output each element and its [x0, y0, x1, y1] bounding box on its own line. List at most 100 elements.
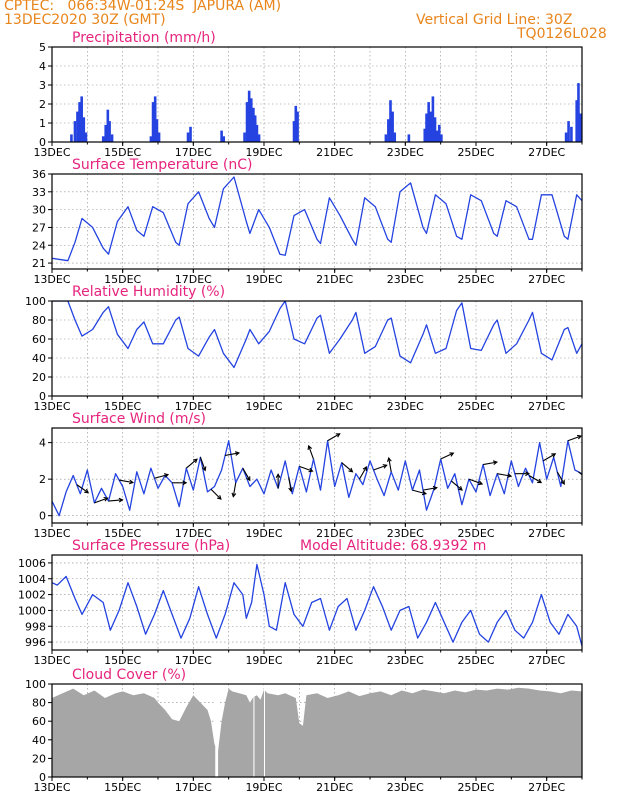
wind-arrow-head — [492, 460, 498, 466]
series-line — [52, 176, 582, 262]
x-tick-label: 19DEC — [245, 400, 282, 413]
wind-arrow-head — [576, 434, 582, 440]
precip-bar — [78, 102, 81, 142]
precip-bar — [567, 121, 570, 142]
precip-bar — [427, 102, 430, 142]
precip-bar — [429, 111, 433, 142]
y-tick-label: 1 — [39, 117, 46, 130]
y-tick-label: 998 — [25, 620, 46, 633]
wind-arrow-head — [103, 496, 109, 502]
x-tick-label: 27DEC — [528, 273, 565, 286]
wind-arrow — [154, 474, 169, 479]
precip-bar — [577, 83, 580, 142]
wind-arrow-head — [525, 471, 531, 477]
y-tick-label: 33 — [32, 186, 46, 199]
precip-bar — [82, 117, 86, 142]
panel-title: Precipitation (mm/h) — [72, 30, 216, 46]
wind-arrow-head — [231, 492, 237, 498]
x-tick-label: 21DEC — [316, 400, 353, 413]
x-tick-label: 23DEC — [387, 273, 424, 286]
precip-bar — [104, 124, 108, 142]
precip-bar — [423, 128, 427, 142]
wind-arrow-head — [585, 477, 589, 481]
wind-arrow — [327, 433, 340, 442]
y-tick-label: 100 — [25, 678, 46, 691]
precip-bar — [431, 96, 435, 142]
y-tick-label: 40 — [32, 734, 46, 747]
precip-bar — [101, 136, 105, 142]
precip-bar — [425, 113, 428, 142]
x-tick-label: 25DEC — [457, 654, 494, 667]
grid-lines — [51, 428, 583, 523]
x-tick-label: 19DEC — [245, 781, 282, 794]
y-tick-label: 0 — [39, 390, 46, 403]
precip-bar — [393, 132, 397, 142]
precip-bar — [70, 134, 73, 142]
wind-arrow-head — [507, 473, 513, 478]
series-line — [52, 440, 582, 517]
x-tick-label: 19DEC — [245, 654, 282, 667]
wind-arrow-head — [362, 466, 367, 472]
y-tick-label: 80 — [32, 314, 46, 327]
x-tick-label: 15DEC — [104, 781, 141, 794]
precip-bar — [80, 96, 83, 142]
y-tick-label: 24 — [32, 239, 46, 252]
precip-bar — [84, 132, 88, 142]
x-tick-label: 13DEC — [33, 146, 70, 159]
cloud-cover-area — [52, 687, 582, 777]
panel-frame — [51, 683, 583, 778]
y-tick-label: 60 — [32, 333, 46, 346]
wind-arrow-head — [288, 487, 293, 493]
precip-bar — [252, 107, 255, 142]
x-tick-label: 19DEC — [245, 273, 282, 286]
x-tick-label: 13DEC — [33, 654, 70, 667]
panel-pressure: 996 998 1000 1002 1004 1006 13DEC 15DEC 17DEC 19D… — [18, 538, 583, 667]
x-tick-label: 25DEC — [457, 781, 494, 794]
wind-arrow — [578, 471, 582, 476]
precip-bar — [222, 136, 226, 142]
wind-arrow — [450, 480, 463, 491]
precip-bar — [433, 117, 437, 142]
precip-bar — [391, 111, 394, 142]
wind-arrow — [108, 499, 123, 502]
wind-arrow — [497, 473, 512, 477]
precip-bar — [157, 132, 161, 142]
wind-arrow-head — [382, 464, 388, 469]
wind-arrow-head — [246, 476, 251, 482]
panel-frame — [51, 300, 583, 397]
grid-lines — [51, 555, 583, 650]
x-tick-label: 25DEC — [457, 400, 494, 413]
x-tick-label: 15DEC — [104, 654, 141, 667]
panel-frame — [51, 46, 583, 143]
precip-bar — [106, 109, 110, 142]
y-tick-label: 60 — [32, 715, 46, 728]
precip-bar — [253, 115, 257, 142]
x-tick-label: 13DEC — [33, 527, 70, 540]
x-tick-label: 19DEC — [245, 146, 282, 159]
x-tick-label: 27DEC — [528, 146, 565, 159]
y-tick-label: 1004 — [18, 573, 46, 586]
panel-temperature: 21 24 27 30 33 36 13DEC 15DEC 17DEC 19DEC 21DEC 23D… — [32, 157, 583, 286]
wind-arrow — [210, 488, 222, 500]
precip-bar — [255, 124, 259, 142]
x-tick-label: 25DEC — [457, 527, 494, 540]
wind-arrow-head — [234, 451, 241, 456]
wind-arrow-head — [163, 473, 170, 478]
x-tick-label: 27DEC — [528, 527, 565, 540]
x-tick-label: 17DEC — [175, 654, 212, 667]
precip-bar — [153, 96, 157, 142]
wind-arrow-head — [432, 485, 438, 491]
y-tick-label: 1006 — [18, 557, 46, 570]
wind-arrow-head — [192, 458, 198, 464]
wind-arrow-head — [216, 495, 222, 500]
x-tick-label: 23DEC — [387, 527, 424, 540]
panel-title: Surface Temperature (nC) — [72, 157, 253, 173]
y-tick-label: 21 — [32, 257, 46, 270]
y-tick-label: 30 — [32, 204, 46, 217]
precip-bar — [243, 132, 246, 142]
wind-arrow-head — [560, 479, 565, 485]
wind-arrow-head — [457, 486, 463, 491]
wind-arrow-head — [348, 467, 354, 473]
wind-arrow — [119, 479, 134, 484]
